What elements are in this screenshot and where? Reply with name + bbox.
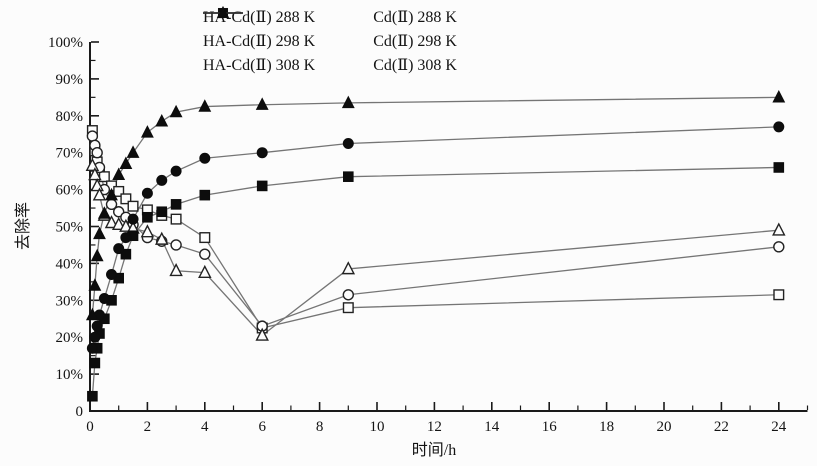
- series-line-5: [91, 96, 779, 316]
- x-tick-label: 18: [599, 419, 614, 435]
- y-tick-label: 40%: [56, 256, 84, 272]
- legend-label: Cd(Ⅱ) 288 K: [373, 9, 457, 26]
- x-tick-label: 4: [201, 419, 209, 435]
- legend-label: Cd(Ⅱ) 308 K: [373, 57, 457, 74]
- x-tick-label: 24: [771, 419, 787, 435]
- x-tick-label: 8: [316, 419, 324, 435]
- ticks: [91, 41, 809, 410]
- y-tick-label: 50%: [56, 220, 84, 236]
- x-tick-label: 16: [542, 419, 558, 435]
- series-line-4: [91, 126, 779, 349]
- x-tick-label: 2: [144, 419, 152, 435]
- x-tick-label: 22: [714, 419, 729, 435]
- legend-label: HA-Cd(Ⅱ) 298 K: [203, 33, 316, 50]
- y-tick-label: 10%: [56, 367, 84, 383]
- series-line-0: [91, 130, 779, 329]
- y-tick-label: 90%: [56, 72, 84, 88]
- series-markers-2: [85, 157, 786, 341]
- y-tick-label: 100%: [48, 35, 83, 51]
- y-tick-label: 80%: [56, 109, 84, 125]
- legend-item-cd-288k: Cd(Ⅱ) 288 K: [203, 8, 457, 26]
- legend-label: Cd(Ⅱ) 298 K: [373, 33, 457, 50]
- legend-item-cd-308k: Cd(Ⅱ) 308 K: [203, 6, 457, 74]
- legend-item-cd-298k: Cd(Ⅱ) 298 K: [203, 8, 457, 50]
- x-tick-label: 6: [258, 419, 266, 435]
- y-tick-label: 20%: [56, 330, 84, 346]
- legend-label: HA-Cd(Ⅱ) 308 K: [203, 57, 316, 74]
- x-tick-label: 12: [427, 419, 442, 435]
- series-markers-3: [87, 162, 785, 402]
- legend-item-ha-cd-298k: HA-Cd(Ⅱ) 298 K: [203, 7, 316, 50]
- y-tick-label: 0: [76, 404, 84, 420]
- series-markers-5: [85, 90, 786, 321]
- legend-item-ha-cd-308k: HA-Cd(Ⅱ) 308 K: [203, 6, 316, 74]
- y-tick-label: 60%: [56, 183, 84, 199]
- series-markers-1: [86, 130, 785, 332]
- legend-marker-triangle-filled-icon: [203, 6, 243, 18]
- y-tick-label: 30%: [56, 293, 84, 309]
- x-tick-label: 20: [657, 419, 672, 435]
- x-axis-title: 时间/h: [411, 442, 457, 459]
- series-markers-4: [86, 121, 785, 354]
- y-axis-title: 去除率: [15, 201, 32, 251]
- series-line-3: [91, 166, 779, 397]
- y-tick-label: 70%: [56, 146, 84, 162]
- tick-labels: 010%20%30%40%50%60%70%80%90%100%0 2 4 6 8 10 1…: [48, 35, 787, 435]
- chart-legend: HA-Cd(Ⅱ) 288 K HA-Cd(Ⅱ) 298 K HA-Cd(Ⅱ) 3…: [203, 6, 457, 78]
- x-tick-label: 10: [370, 419, 385, 435]
- x-tick-label: 14: [484, 419, 500, 435]
- axes: [89, 42, 808, 412]
- x-tick-label: 0: [86, 419, 94, 435]
